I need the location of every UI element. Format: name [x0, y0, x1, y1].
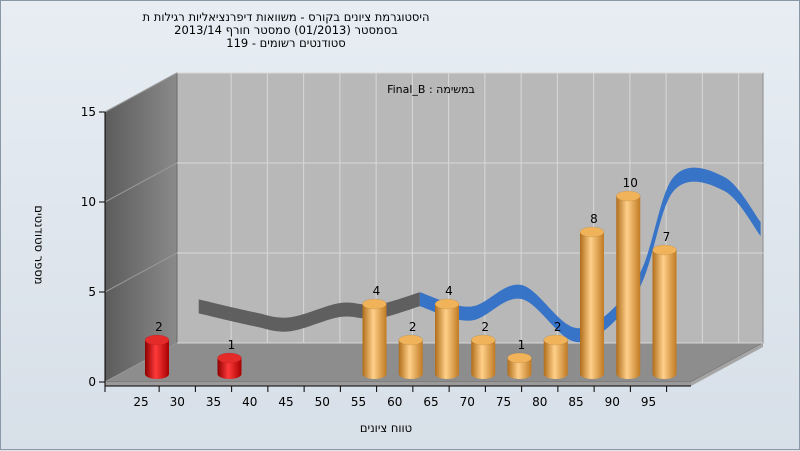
bar-cylinder-top [398, 334, 423, 346]
x-tick-label: 55 [351, 395, 366, 409]
floor-edge [105, 382, 691, 386]
bar-cylinder-top [362, 298, 387, 310]
x-tick-label: 90 [605, 395, 620, 409]
x-tick-label: 25 [133, 395, 148, 409]
x-tick-label: 45 [278, 395, 293, 409]
bar-value-label: 7 [663, 230, 671, 244]
bar-value-label: 10 [623, 176, 638, 190]
x-tick-label: 75 [496, 395, 511, 409]
left-wall-grid [104, 162, 178, 203]
bar-cylinder-top [579, 226, 605, 238]
bar-cylinder [145, 340, 169, 379]
floor-side-edge [691, 343, 763, 386]
bar-cylinder-top [434, 298, 460, 310]
bar-cylinder [580, 232, 604, 379]
bar-cylinder [362, 304, 387, 379]
bar-cylinder-top [217, 352, 242, 364]
bar-value-label: 2 [481, 320, 489, 334]
bar-value-label: 4 [373, 284, 381, 298]
y-tick-label: 0 [88, 375, 96, 389]
chart-subtitle-semester: בסמסטר (01/2013) סמסטר חורף 2013/14 [174, 23, 398, 37]
y-tick-label: 5 [88, 285, 96, 299]
chart-title: היסטוגרמת ציונים בקורס - משוואות דיפרנצי… [142, 10, 430, 24]
plot-inner-label: Final_B : במשימה [387, 83, 475, 96]
x-tick-label: 65 [423, 395, 438, 409]
bar-cylinder [507, 358, 532, 379]
x-tick-label: 95 [641, 395, 656, 409]
trend-ribbon-right [419, 167, 761, 343]
bar-cylinder [616, 196, 641, 379]
bar-cylinder-top [144, 334, 170, 346]
bar-value-label: 2 [554, 320, 562, 334]
y-tick-label: 10 [81, 195, 96, 209]
x-tick-label: 30 [170, 395, 185, 409]
bar-value-label: 1 [228, 338, 236, 352]
bar-cylinder-top [471, 334, 496, 346]
bar-cylinder [398, 340, 423, 379]
bar-value-label: 2 [155, 320, 163, 334]
x-tick-label: 85 [568, 395, 583, 409]
trend-ribbon-left [198, 292, 420, 332]
left-wall-grid [104, 72, 178, 113]
x-axis-label: טווח ציונים [359, 421, 413, 435]
bar-cylinder-top [616, 190, 641, 202]
bar-cylinder [435, 304, 459, 379]
x-tick-label: 35 [206, 395, 221, 409]
x-tick-label: 80 [532, 395, 547, 409]
chart-title-block: היסטוגרמת ציונים בקורס - משוואות דיפרנצי… [1, 11, 571, 50]
bar-value-label: 8 [590, 212, 598, 226]
x-tick-label: 40 [242, 395, 257, 409]
bar-cylinder [217, 358, 242, 379]
bar-cylinder-top [543, 334, 568, 346]
y-tick-label: 15 [81, 105, 96, 119]
bar-value-label: 4 [445, 284, 453, 298]
x-tick-label: 70 [460, 395, 475, 409]
bar-cylinder-top [507, 352, 532, 364]
chart-subtitle-registered: סטודנטים רשומים - 119 [226, 36, 346, 50]
bar-value-label: 2 [409, 320, 417, 334]
bar-cylinder [543, 340, 568, 379]
bar-cylinder [652, 250, 677, 379]
bar-cylinder [471, 340, 496, 379]
bar-value-label: 1 [518, 338, 526, 352]
x-tick-label: 50 [315, 395, 330, 409]
left-wall-grid [104, 252, 178, 293]
x-tick-label: 60 [387, 395, 402, 409]
y-axis-label: מספר סטודנטים [32, 205, 46, 285]
bar-cylinder-top [652, 244, 677, 256]
left-wall [104, 72, 178, 383]
